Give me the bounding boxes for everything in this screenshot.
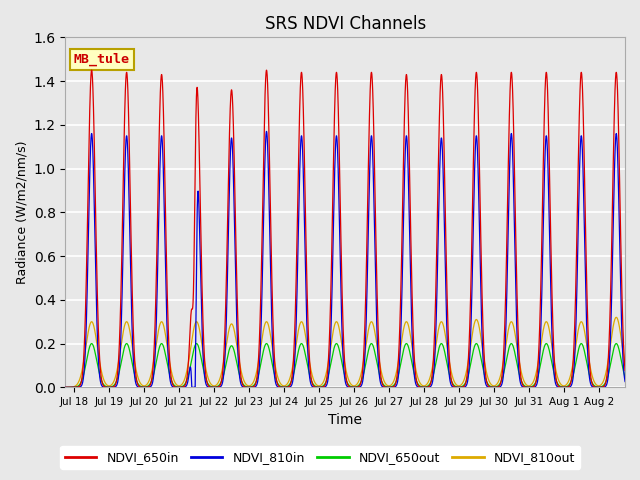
Y-axis label: Radiance (W/m2/nm/s): Radiance (W/m2/nm/s)	[15, 141, 28, 284]
Title: SRS NDVI Channels: SRS NDVI Channels	[264, 15, 426, 33]
Legend: NDVI_650in, NDVI_810in, NDVI_650out, NDVI_810out: NDVI_650in, NDVI_810in, NDVI_650out, NDV…	[60, 446, 580, 469]
Text: MB_tule: MB_tule	[74, 53, 130, 66]
X-axis label: Time: Time	[328, 413, 362, 427]
